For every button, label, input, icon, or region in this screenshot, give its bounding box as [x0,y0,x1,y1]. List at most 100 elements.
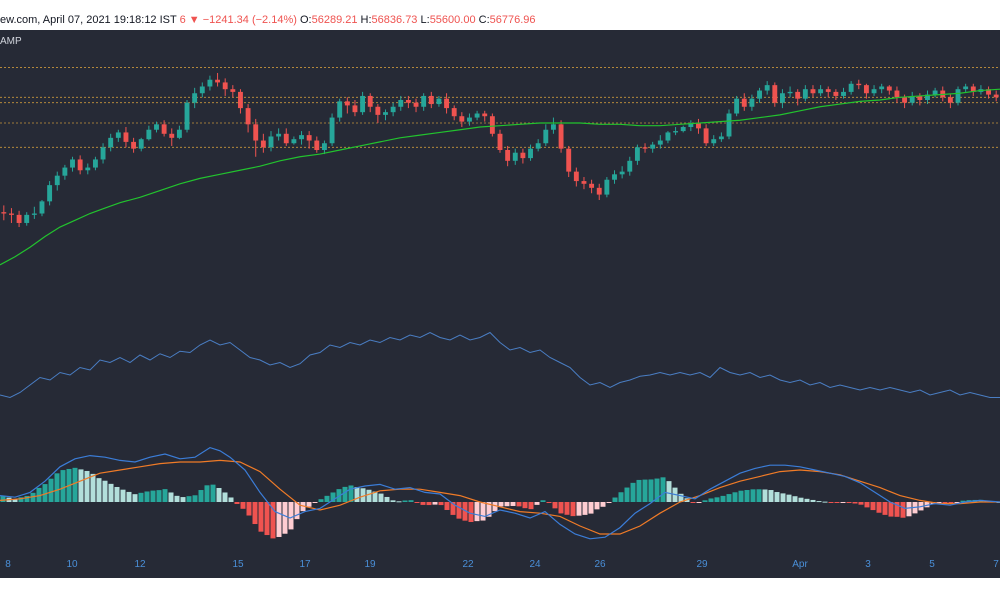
histogram-bar [360,488,366,502]
change-value: −1241.34 (−2.14%) [202,14,297,26]
price-chart[interactable]: AMP 8 10 12 15 17 19 22 24 26 29 Apr 3 5 7 [0,30,1000,578]
candle-body [604,179,610,195]
candle-body [993,94,999,98]
histogram-bar [156,490,162,502]
candle-body [764,85,770,91]
candle-body [146,129,152,140]
candle-body [405,100,411,103]
histogram-bar [936,502,942,503]
histogram-bar [378,493,384,502]
candle-body [825,89,831,92]
candle-body [856,83,862,86]
histogram-bar [636,479,642,502]
histogram-bar [150,490,156,502]
candle-body [245,108,251,125]
histogram-bar [294,502,300,520]
histogram-bar [834,502,840,503]
candle-body [619,171,625,175]
open-label: O: [299,14,312,26]
histogram-bar [30,492,36,502]
candle-body [260,140,266,148]
candle-body [169,133,175,138]
histogram-bar [330,492,336,502]
histogram-bar [570,502,576,517]
candle-body [329,117,335,144]
candle-body [879,86,885,90]
candle-body [70,159,75,168]
candle-body [77,159,83,171]
candle-body [741,98,747,107]
histogram-bar [210,484,216,502]
histogram-bar [762,489,768,502]
histogram-bar [756,489,762,502]
histogram-bar [702,500,708,502]
histogram-bar [768,490,774,502]
support-resistance-levels [0,67,1000,148]
candle-body [810,89,816,94]
histogram-bar [48,478,54,502]
candle-body [413,102,419,107]
histogram-bar [708,498,714,502]
histogram-bar [18,497,24,502]
histogram-bar [24,495,30,502]
candle-body [573,171,579,182]
histogram-bar [432,502,438,505]
chart-footer [0,578,1000,600]
close-label: C: [478,14,490,26]
moving-average-line [0,88,1000,266]
histogram-bar [558,502,564,514]
candle-body [123,132,129,142]
candle-body [932,90,938,95]
histogram-bar [750,489,756,502]
histogram-bar [504,502,510,507]
histogram-bar [492,502,498,512]
histogram-bar [654,478,660,502]
histogram-bar [960,500,966,502]
candle-body [642,147,648,149]
x-tick-label: 10 [66,559,78,570]
candle-body [39,201,45,214]
indicator-label: AMP [0,36,22,47]
histogram-bar [216,488,222,502]
candle-body [711,139,717,144]
candle-body [489,116,495,134]
x-tick-label: 12 [134,559,146,570]
candle-body [863,85,869,94]
candle-body [184,102,190,130]
candle-body [917,95,923,100]
candle-body [360,95,366,113]
histogram-bar [576,502,582,516]
candle-body [154,124,159,130]
histogram-bar [888,502,894,517]
histogram-bar [726,494,732,502]
candle-body [925,94,930,100]
histogram-bar [480,502,486,521]
histogram-bar [408,500,414,502]
x-tick-label: 22 [462,559,474,570]
candle-body [947,97,953,103]
candle-body [9,213,14,215]
candle-body [871,89,877,94]
candle-body [894,90,900,98]
candle-body [902,97,908,103]
candle-body [115,132,121,138]
candle-body [108,137,114,148]
histogram-bar [60,470,66,502]
histogram-bar [780,493,786,502]
candle-body [596,187,602,195]
histogram-bar [126,491,132,502]
histogram-bar [786,494,792,502]
histogram-bar [384,496,390,502]
histogram-bar [96,478,102,502]
candle-body [818,89,824,94]
candle-body [886,86,892,91]
histogram-bar [816,501,822,503]
histogram-bar [588,502,594,514]
histogram-bar [954,502,960,503]
candle-body [444,98,450,109]
candle-body [581,181,587,184]
histogram-bar [810,499,816,502]
rsi-line [0,331,1000,399]
source-date-text: ew.com, April 07, 2021 19:18:12 IST [0,14,177,26]
histogram-bar [198,490,204,502]
